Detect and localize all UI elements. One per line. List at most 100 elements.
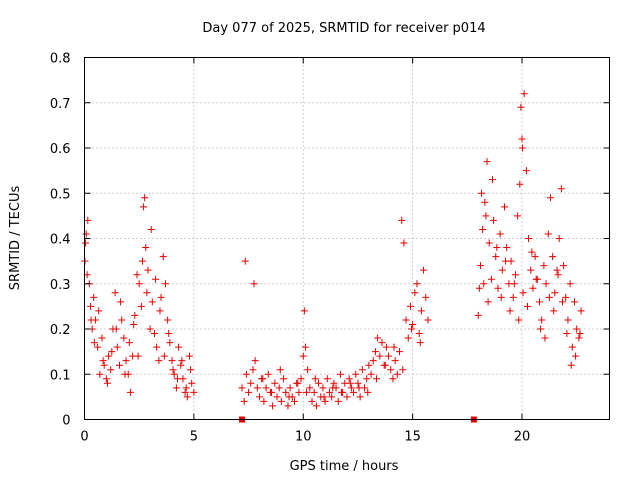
data-point bbox=[517, 103, 525, 111]
data-point bbox=[416, 339, 424, 347]
data-point bbox=[494, 284, 502, 292]
data-point bbox=[345, 375, 353, 383]
y-axis-label: SRMTID / TECUs bbox=[8, 186, 23, 291]
data-point bbox=[262, 384, 270, 392]
data-point bbox=[188, 379, 196, 387]
data-point bbox=[525, 235, 533, 242]
data-point bbox=[346, 379, 354, 387]
data-point bbox=[273, 393, 281, 401]
data-point bbox=[328, 393, 336, 401]
data-point bbox=[84, 216, 92, 224]
data-point bbox=[295, 388, 303, 396]
data-point bbox=[560, 262, 568, 270]
data-point bbox=[103, 379, 111, 387]
data-point bbox=[87, 302, 95, 310]
data-point bbox=[134, 352, 142, 360]
data-point bbox=[540, 262, 548, 270]
data-point bbox=[479, 225, 487, 233]
data-point bbox=[310, 388, 318, 396]
data-point bbox=[90, 339, 98, 347]
data-point bbox=[131, 311, 139, 319]
data-point bbox=[365, 361, 373, 369]
data-point bbox=[280, 375, 288, 383]
data-point bbox=[519, 289, 527, 297]
data-point bbox=[142, 244, 150, 252]
data-point bbox=[240, 397, 248, 405]
data-point bbox=[98, 334, 106, 342]
data-point bbox=[173, 375, 181, 383]
data-point bbox=[286, 384, 294, 392]
data-point bbox=[385, 352, 393, 360]
data-point bbox=[577, 307, 585, 315]
data-point bbox=[476, 262, 484, 270]
data-point bbox=[536, 298, 543, 306]
data-point bbox=[135, 280, 143, 288]
data-point bbox=[169, 366, 177, 374]
data-point bbox=[117, 298, 125, 306]
data-point bbox=[275, 384, 283, 392]
data-point bbox=[166, 339, 174, 347]
data-point bbox=[509, 293, 517, 301]
data-point bbox=[300, 307, 308, 315]
data-point bbox=[112, 325, 120, 333]
data-point bbox=[482, 212, 490, 220]
data-point bbox=[260, 397, 268, 405]
data-point bbox=[312, 402, 320, 410]
data-point bbox=[285, 393, 293, 401]
data-point bbox=[422, 293, 430, 301]
data-point bbox=[125, 339, 133, 347]
data-point bbox=[144, 266, 152, 274]
data-point bbox=[238, 384, 246, 392]
data-point bbox=[567, 361, 575, 369]
data-point bbox=[130, 320, 138, 328]
data-point bbox=[551, 289, 559, 297]
data-point bbox=[241, 257, 249, 265]
data-point bbox=[545, 293, 553, 301]
data-point bbox=[518, 144, 526, 152]
grid-lines bbox=[84, 57, 610, 420]
data-point bbox=[511, 271, 519, 279]
data-point bbox=[537, 325, 545, 333]
data-point bbox=[355, 384, 363, 392]
data-point bbox=[105, 352, 113, 360]
data-point bbox=[550, 307, 558, 315]
data-point bbox=[186, 352, 193, 360]
x-tick-label: 15 bbox=[404, 430, 421, 445]
data-point bbox=[496, 230, 504, 238]
data-point bbox=[303, 388, 311, 396]
x-tick-label: 10 bbox=[295, 430, 312, 445]
data-point bbox=[82, 239, 90, 247]
data-point bbox=[148, 298, 156, 306]
data-point bbox=[138, 257, 146, 265]
data-point bbox=[181, 388, 189, 396]
data-point bbox=[498, 266, 506, 274]
data-point bbox=[358, 366, 366, 374]
x-tick-label: 5 bbox=[190, 430, 198, 445]
data-point bbox=[187, 366, 195, 374]
data-point bbox=[523, 302, 531, 310]
data-point bbox=[108, 348, 116, 356]
data-point bbox=[554, 271, 562, 279]
data-point bbox=[190, 388, 198, 396]
data-point bbox=[490, 216, 498, 224]
data-point bbox=[528, 248, 536, 256]
data-point bbox=[120, 334, 128, 342]
data-point bbox=[400, 239, 408, 247]
y-tick-label: 0.1 bbox=[50, 368, 71, 383]
data-point bbox=[249, 366, 257, 374]
data-point bbox=[572, 352, 580, 360]
y-tick-label: 0.4 bbox=[50, 233, 71, 248]
data-point bbox=[277, 397, 285, 405]
data-point bbox=[94, 343, 102, 351]
data-point bbox=[474, 311, 482, 319]
data-point bbox=[393, 370, 401, 378]
data-point bbox=[269, 402, 277, 410]
data-point bbox=[284, 402, 292, 410]
data-point bbox=[364, 388, 372, 396]
data-point bbox=[107, 366, 115, 374]
data-point bbox=[481, 198, 489, 206]
data-point bbox=[520, 90, 528, 98]
data-point bbox=[404, 334, 412, 342]
data-point bbox=[424, 316, 432, 324]
data-point bbox=[488, 176, 496, 184]
